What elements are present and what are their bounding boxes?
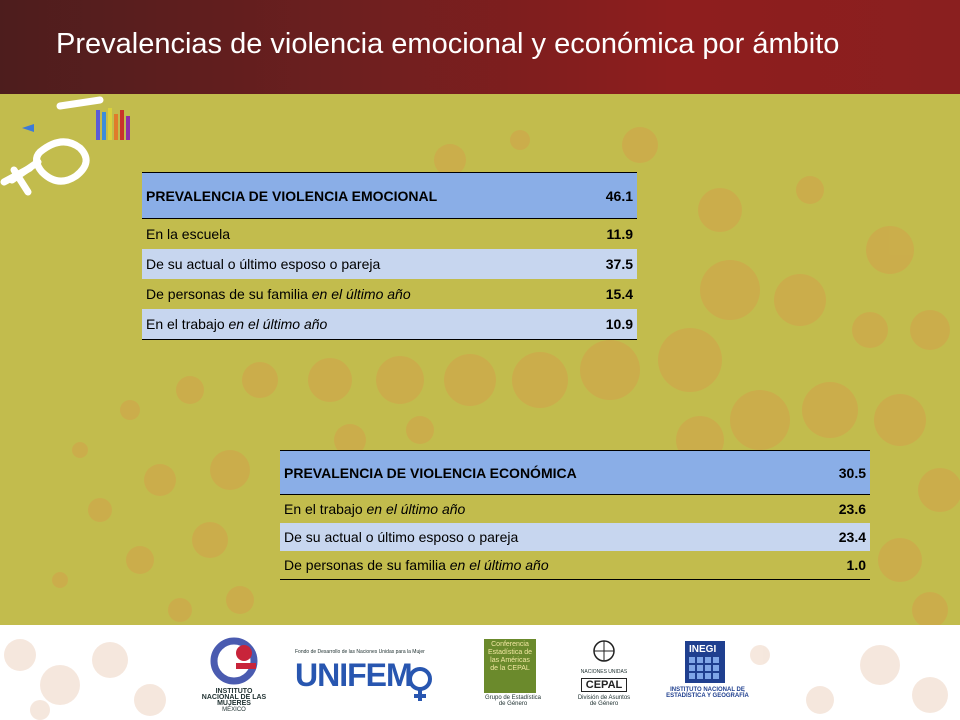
row-value: 15.4 xyxy=(605,286,633,302)
row-value: 1.0 xyxy=(814,551,870,580)
unifem-logo: Fondo de Desarrollo de las Naciones Unid… xyxy=(295,649,455,715)
table-violencia-emocional: PREVALENCIA DE VIOLENCIA EMOCIONAL 46.1 … xyxy=(142,172,637,340)
inegi-grid-icon xyxy=(689,657,719,679)
inegi-full-name: INSTITUTO NACIONAL DE ESTADÍSTICA Y GEOG… xyxy=(666,687,749,699)
unifem-wordmark: UNIFEM xyxy=(295,657,413,693)
un-emblem-icon xyxy=(593,640,615,662)
row-label: De su actual o último esposo o pareja xyxy=(142,249,581,279)
row-label: De personas de su familia en el último a… xyxy=(280,551,814,580)
row-label: De su actual o último esposo o pareja xyxy=(280,523,814,551)
cepal-wordmark: CEPAL xyxy=(581,678,627,692)
table-header-value: 30.5 xyxy=(814,450,870,495)
inmujeres-icon xyxy=(210,637,258,685)
page-title: Prevalencias de violencia emocional y ec… xyxy=(56,28,840,60)
footer-dots xyxy=(4,639,948,720)
cepal-division: División de Asuntos de Género xyxy=(577,695,631,707)
inmujeres-name: INSTITUTO NACIONAL DE LAS MUJERES xyxy=(201,688,267,707)
row-label: En el trabajo en el último año xyxy=(284,501,466,517)
inegi-logo: INEGI INSTITUTO NACIONAL DE ESTADÍSTICA … xyxy=(655,641,760,719)
gender-symbol-logo xyxy=(0,96,130,196)
inmujeres-logo: INSTITUTO NACIONAL DE LAS MUJERES MÉXICO xyxy=(198,635,270,720)
table-header-label: PREVALENCIA DE VIOLENCIA ECONÓMICA xyxy=(280,450,814,495)
row-value: 37.5 xyxy=(581,249,637,279)
row-value: 23.6 xyxy=(838,501,866,517)
table-violencia-economica: PREVALENCIA DE VIOLENCIA ECONÓMICA 30.5 … xyxy=(280,450,870,580)
row-label: De personas de su familia en el último a… xyxy=(146,286,411,302)
table-header-value: 46.1 xyxy=(581,172,637,219)
cepal-logo: NACIONES UNIDAS CEPAL División de Asunto… xyxy=(575,639,633,719)
row-label: En la escuela xyxy=(146,226,231,242)
row-value: 23.4 xyxy=(814,523,870,551)
header-bar: Prevalencias de violencia emocional y ec… xyxy=(0,0,960,94)
inmujeres-sub: MÉXICO xyxy=(222,707,246,713)
row-value: 10.9 xyxy=(581,309,637,340)
unifem-tagline: Fondo de Desarrollo de las Naciones Unid… xyxy=(295,649,425,655)
row-value: 11.9 xyxy=(606,226,633,242)
cepal-conference-text: Conferencia Estadística de las Américas … xyxy=(484,639,536,693)
table-header-label: PREVALENCIA DE VIOLENCIA EMOCIONAL xyxy=(142,172,581,219)
inegi-emblem: INEGI xyxy=(685,641,725,683)
inegi-wordmark: INEGI xyxy=(689,644,717,655)
cepal-group-text: Grupo de Estadística de Género xyxy=(484,695,542,707)
un-label: NACIONES UNIDAS xyxy=(580,669,628,675)
venus-icon xyxy=(408,667,432,701)
cepal-conference-logo: Conferencia Estadística de las Américas … xyxy=(484,639,542,719)
footer-logos: INSTITUTO NACIONAL DE LAS MUJERES MÉXICO… xyxy=(0,625,960,720)
row-label: En el trabajo en el último año xyxy=(142,309,581,340)
